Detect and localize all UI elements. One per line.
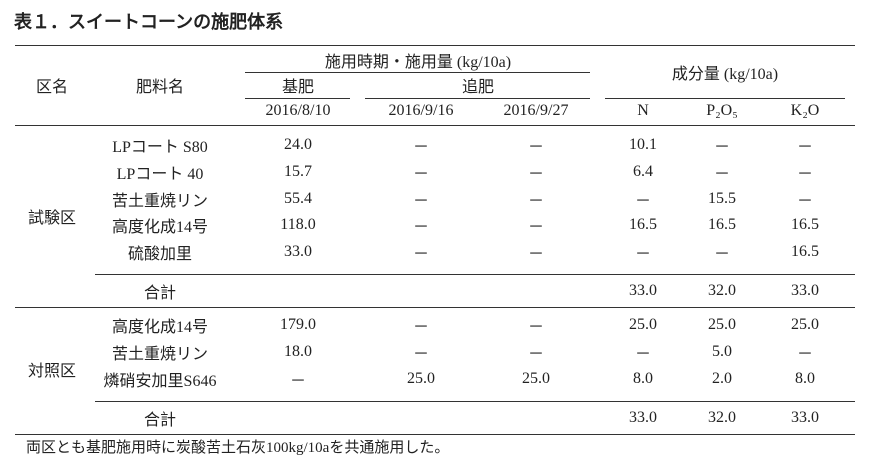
rule — [365, 98, 590, 99]
cell: － — [796, 139, 814, 156]
cell: 25.0 — [791, 316, 819, 334]
cell: 179.0 — [280, 316, 316, 334]
cell: 16.5 — [791, 216, 819, 234]
cell: － — [527, 346, 545, 363]
fertilizer-name: 苦土重焼リン — [111, 346, 209, 363]
table-title: 表１．スイートコーンの施肥体系 — [14, 12, 284, 33]
cell: － — [527, 246, 545, 264]
cell: 55.4 — [284, 189, 312, 207]
rule — [15, 125, 855, 126]
rule — [15, 45, 855, 46]
fertilizer-name: LPコート S80 — [112, 139, 208, 156]
cell: － — [796, 192, 814, 210]
cell: 25.0 — [708, 316, 736, 334]
cell: － — [713, 246, 731, 264]
cell: 33.0 — [629, 408, 657, 426]
footnote: 両区とも基肥施用時に炭酸苦土石灰100kg/10aを共通施用した。 — [26, 440, 450, 456]
header-cell: 基肥 — [281, 79, 315, 96]
cell: 5.0 — [712, 343, 732, 360]
rule — [245, 98, 350, 99]
cell: － — [634, 246, 652, 264]
fertilizer-name: LPコート 40 — [116, 165, 204, 183]
cell: － — [796, 165, 814, 183]
total-label: 合計 — [143, 285, 177, 303]
cell: 10.1 — [629, 136, 657, 153]
cell: 33.0 — [284, 243, 312, 261]
cell: － — [289, 372, 307, 390]
cell: 25.0 — [629, 316, 657, 334]
fertilizer-name: 高度化成14号 — [111, 319, 209, 337]
header-cell: 成分量 (kg/10a) — [671, 66, 779, 83]
header-cell: 施用時期・施用量 (kg/10a) — [324, 54, 512, 71]
cell: 8.0 — [633, 369, 653, 387]
header-cell: K₂O — [790, 102, 820, 119]
group-name: 試験区 — [27, 209, 77, 227]
header-cell: P₂O₅ — [706, 102, 738, 119]
cell: 16.5 — [791, 243, 819, 261]
cell: － — [527, 165, 545, 183]
cell: － — [527, 219, 545, 237]
cell: 32.0 — [708, 408, 736, 426]
cell: 16.5 — [708, 216, 736, 234]
cell: － — [412, 319, 430, 337]
cell: － — [412, 165, 430, 183]
header-cell: 2016/9/16 — [388, 102, 454, 119]
rule — [605, 98, 845, 99]
cell: 24.0 — [284, 136, 312, 153]
fertilizer-name: 硫酸加里 — [127, 246, 193, 264]
cell: 15.5 — [708, 189, 736, 207]
cell: － — [527, 139, 545, 156]
group-name: 対照区 — [27, 363, 77, 380]
cell: － — [412, 346, 430, 363]
cell: － — [713, 165, 731, 183]
cell: 32.0 — [708, 282, 736, 300]
cell: － — [796, 346, 814, 363]
fertilizer-name: 燐硝安加里S646 — [103, 372, 217, 390]
cell: － — [634, 346, 652, 363]
header-cell: 区名 — [35, 79, 69, 96]
cell: 118.0 — [280, 216, 316, 234]
fertilizer-name: 苦土重焼リン — [111, 192, 209, 210]
rule — [15, 433, 855, 435]
cell: － — [412, 246, 430, 264]
cell: 16.5 — [629, 216, 657, 234]
rule — [245, 72, 590, 73]
cell: 33.0 — [791, 282, 819, 300]
cell: 2.0 — [712, 369, 732, 387]
cell: 18.0 — [284, 343, 312, 360]
cell: 15.7 — [284, 162, 312, 180]
cell: 8.0 — [795, 369, 815, 387]
fertilizer-name: 高度化成14号 — [111, 219, 209, 237]
cell: 6.4 — [633, 162, 653, 180]
cell: － — [527, 319, 545, 337]
rule — [95, 400, 855, 402]
cell: － — [527, 192, 545, 210]
header-cell: 2016/8/10 — [265, 102, 331, 119]
cell: － — [412, 192, 430, 210]
header-cell: N — [637, 102, 649, 119]
cell: － — [412, 139, 430, 156]
cell: 33.0 — [629, 282, 657, 300]
cell: － — [713, 139, 731, 156]
header-cell: 追肥 — [461, 79, 495, 96]
cell: － — [634, 192, 652, 210]
rule — [15, 307, 855, 309]
header-cell: 肥料名 — [135, 79, 185, 96]
header-cell: 2016/9/27 — [503, 102, 569, 119]
rule — [95, 274, 855, 276]
cell: － — [412, 219, 430, 237]
cell: 25.0 — [522, 369, 550, 387]
total-label: 合計 — [143, 411, 177, 429]
cell: 25.0 — [407, 369, 435, 387]
cell: 33.0 — [791, 408, 819, 426]
